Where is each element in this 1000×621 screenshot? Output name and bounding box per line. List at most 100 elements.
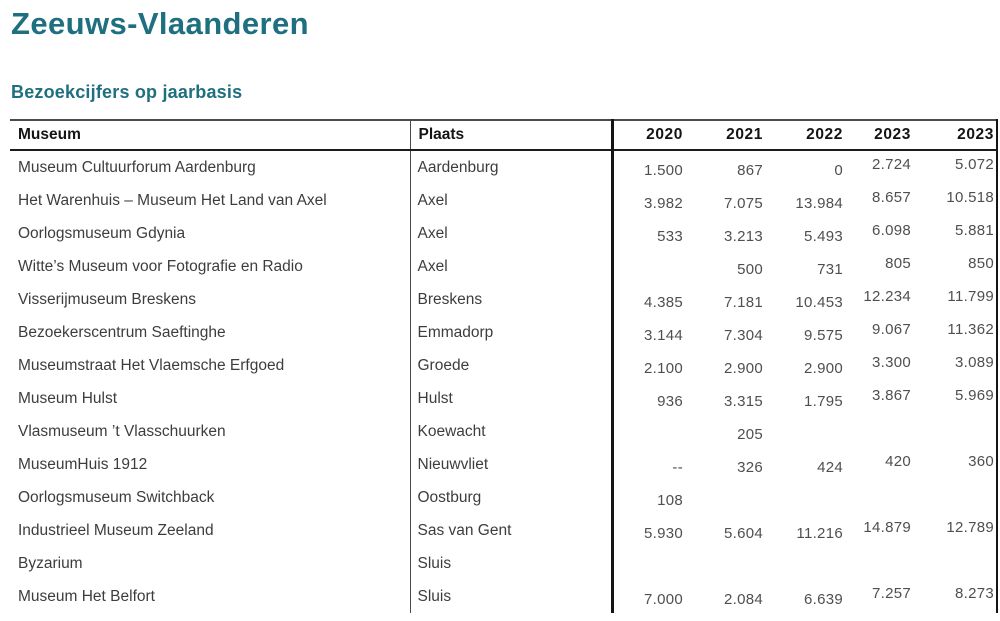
value-2023b-cell	[913, 481, 998, 514]
value-2023a-cell: 6.098	[871, 222, 911, 239]
value-2023a-cell	[845, 547, 913, 580]
value-2023a-cell: 8.657	[871, 189, 911, 206]
plaats-cell: Aardenburg	[409, 150, 612, 184]
value-2022-cell: 0	[834, 162, 843, 179]
value-2023b-cell: 3.089	[913, 349, 998, 382]
plaats-cell: Sluis	[409, 547, 612, 580]
value-2022-cell	[765, 415, 845, 448]
museum-name-cell: Museumstraat Het Vlaemsche Erfgoed	[18, 356, 285, 374]
value-2023b-cell: 11.362	[913, 316, 998, 349]
value-2021-cell	[685, 481, 765, 514]
value-2023b-cell: 5.072	[913, 150, 998, 184]
table-row: Het Warenhuis – Museum Het Land van Axel…	[10, 184, 998, 217]
value-2021-cell: 5.604	[723, 525, 763, 542]
value-2022-cell: 424	[817, 459, 843, 476]
museum-name-cell: Witte’s Museum voor Fotografie en Radio	[18, 257, 303, 275]
value-2022-cell: 11.216	[796, 525, 843, 542]
table-row: Bezoekerscentrum Saeftinghe Emmadorp 3.1…	[10, 316, 998, 349]
value-2022-cell	[765, 547, 845, 580]
value-2020-cell: 936	[610, 382, 685, 415]
museum-name-cell: Museum Hulst	[18, 389, 118, 407]
column-header-2023-a: 2023	[845, 120, 913, 151]
value-2021-cell: 3.315	[723, 393, 763, 410]
museum-name-cell: Het Warenhuis – Museum Het Land van Axel	[18, 191, 327, 209]
value-2023a-cell: 12.234	[863, 288, 911, 305]
table-row: Visserijmuseum Breskens Breskens 4.385 7…	[10, 283, 998, 316]
plaats-cell: Axel	[409, 184, 612, 217]
column-header-plaats: Plaats	[409, 120, 612, 151]
value-2021-cell: 500	[737, 261, 763, 278]
table-row: Oorlogsmuseum Gdynia Axel 533 3.213 5.49…	[10, 217, 998, 250]
value-2023b-cell: 11.799	[913, 283, 998, 316]
value-2021-cell: 7.075	[723, 195, 763, 212]
value-2022-cell: 10.453	[795, 294, 843, 311]
table-row: Oorlogsmuseum Switchback Oostburg 108	[10, 481, 998, 514]
table-row: Museum Cultuurforum Aardenburg Aardenbur…	[10, 150, 998, 184]
table-row: Vlasmuseum ’t Vlasschuurken Koewacht 205	[10, 415, 998, 448]
value-2020-cell: 2.100	[610, 349, 685, 382]
value-2022-cell: 6.639	[803, 591, 843, 608]
value-2022-cell: 2.900	[803, 360, 843, 377]
plaats-cell: Breskens	[409, 283, 612, 316]
value-2023a-cell: 805	[885, 255, 911, 272]
value-2021-cell: 3.213	[723, 228, 763, 245]
value-2023a-cell: 3.300	[871, 354, 911, 371]
museum-name-cell: Bezoekerscentrum Saeftinghe	[18, 323, 226, 341]
value-2020-cell: --	[610, 448, 685, 481]
table-row: Museum Hulst Hulst 936 3.315 1.795 3.867…	[10, 382, 998, 415]
plaats-cell: Sluis	[409, 580, 612, 613]
column-header-2023-b: 2023	[913, 120, 998, 151]
value-2023b-cell: 10.518	[913, 184, 998, 217]
value-2023b-cell: 12.789	[913, 514, 998, 547]
value-2023a-cell: 3.867	[871, 387, 911, 404]
value-2020-cell	[610, 250, 685, 283]
value-2022-cell: 1.795	[803, 393, 843, 410]
section-subtitle: Bezoekcijfers op jaarbasis	[11, 82, 243, 102]
value-2020-cell: 4.385	[610, 283, 685, 316]
museum-name-cell: MuseumHuis 1912	[18, 455, 148, 473]
value-2023a-cell: 9.067	[871, 321, 911, 338]
value-2022-cell: 731	[817, 261, 843, 278]
value-2023b-cell	[913, 415, 998, 448]
table-row: Industrieel Museum Zeeland Sas van Gent …	[10, 514, 998, 547]
value-2022-cell: 13.984	[795, 195, 843, 212]
table-header-row: Museum Plaats 2020 2021 2022 2023 2023	[10, 120, 998, 151]
column-header-2021: 2021	[685, 120, 765, 151]
plaats-cell: Emmadorp	[409, 316, 612, 349]
value-2020-cell: 533	[610, 217, 685, 250]
table-row: Museum Het Belfort Sluis 7.000 2.084 6.6…	[10, 580, 998, 613]
table-row: Museumstraat Het Vlaemsche Erfgoed Groed…	[10, 349, 998, 382]
value-2021-cell: 205	[737, 426, 763, 443]
value-2023b-cell: 360	[913, 448, 998, 481]
value-2021-cell: 2.900	[723, 360, 763, 377]
plaats-cell: Sas van Gent	[409, 514, 612, 547]
value-2020-cell	[610, 415, 685, 448]
value-2021-cell: 867	[737, 162, 763, 179]
value-2023b-cell	[913, 547, 998, 580]
value-2020-cell: 108	[610, 481, 685, 514]
value-2023a-cell	[845, 415, 913, 448]
plaats-cell: Groede	[409, 349, 612, 382]
value-2020-cell: 7.000	[610, 580, 685, 613]
table-body: Museum Cultuurforum Aardenburg Aardenbur…	[10, 150, 998, 613]
value-2022-cell	[765, 481, 845, 514]
plaats-cell: Axel	[409, 217, 612, 250]
plaats-cell: Koewacht	[409, 415, 612, 448]
plaats-cell: Oostburg	[409, 481, 612, 514]
museum-name-cell: Museum Het Belfort	[18, 587, 155, 605]
table-row: Witte’s Museum voor Fotografie en Radio …	[10, 250, 998, 283]
visitor-table: Museum Plaats 2020 2021 2022 2023 2023 M…	[10, 119, 998, 613]
value-2023b-cell: 8.273	[913, 580, 998, 613]
plaats-cell: Nieuwvliet	[409, 448, 612, 481]
museum-name-cell: Vlasmuseum ’t Vlasschuurken	[18, 422, 226, 440]
value-2023b-cell: 5.969	[913, 382, 998, 415]
museum-name-cell: Oorlogsmuseum Switchback	[18, 488, 215, 506]
value-2022-cell: 5.493	[803, 228, 843, 245]
museum-name-cell: Museum Cultuurforum Aardenburg	[18, 158, 256, 176]
value-2023a-cell: 7.257	[871, 585, 911, 602]
value-2023b-cell: 850	[913, 250, 998, 283]
value-2023a-cell: 420	[885, 453, 911, 470]
museum-name-cell: Byzarium	[18, 554, 83, 572]
value-2023a-cell: 14.879	[863, 519, 911, 536]
value-2021-cell: 326	[737, 459, 763, 476]
